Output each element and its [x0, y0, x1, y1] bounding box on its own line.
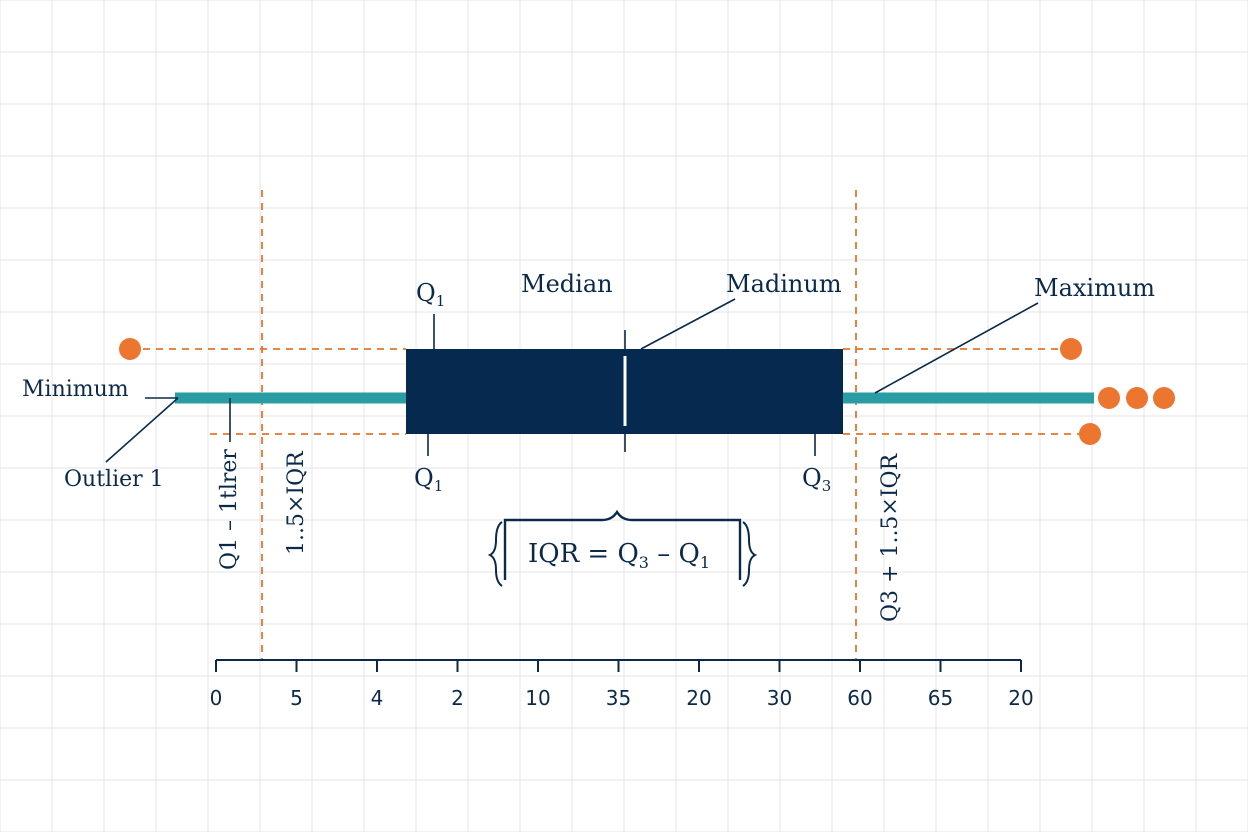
iqr-bracket — [503, 509, 742, 580]
outlier-dot-icon — [1060, 338, 1082, 360]
outlier-dot-icon — [119, 338, 141, 360]
median-label: Median — [521, 270, 613, 298]
outlier-dot-icon — [1153, 387, 1175, 409]
x-axis-tick-label: 0 — [210, 686, 223, 710]
outlier1-leader — [105, 397, 179, 463]
x-axis-tick-label: 60 — [847, 686, 872, 710]
q1-bottom-label: Q1 — [414, 464, 443, 495]
outlier-dot-icon — [1126, 387, 1148, 409]
x-axis-tick-label: 30 — [767, 686, 792, 710]
q3-bottom-label: Q3 — [802, 464, 831, 495]
madinum-leader — [640, 298, 736, 350]
x-axis-tick-label: 2 — [451, 686, 464, 710]
upper-fence-formula-label: Q3 + 1..5×IQR — [878, 452, 903, 622]
outlier-dot-icon — [1098, 387, 1120, 409]
lower-fence-formula-label: Q1 – 1tlrer — [217, 449, 242, 570]
minimum-label: Minimum — [22, 377, 129, 402]
outlier1-label: Outlier 1 — [64, 467, 164, 492]
maximum-label: Maximum — [1034, 274, 1155, 302]
x-axis-ticks: 0 5 4 2 10 35 20 30 60 65 20 — [210, 660, 1034, 710]
x-axis-tick-label: 5 — [290, 686, 303, 710]
x-axis-tick-label: 4 — [371, 686, 384, 710]
x-axis-tick-label: 10 — [525, 686, 550, 710]
x-axis-tick-label: 35 — [606, 686, 631, 710]
lower-fence-iqr-label: 1..5×IQR — [284, 450, 309, 555]
q1-top-label: Q1 — [416, 279, 445, 310]
maximum-leader — [874, 302, 1039, 394]
madinum-label: Madinum — [726, 270, 842, 298]
curly-brace-icon — [742, 521, 758, 587]
outlier-dot-icon — [1079, 423, 1101, 445]
iqr-formula: IQR = Q3 – Q1 — [528, 539, 710, 572]
curly-brace-icon — [487, 521, 503, 587]
x-axis-tick-label: 20 — [686, 686, 711, 710]
x-axis-tick-label: 65 — [928, 686, 953, 710]
x-axis-tick-label: 20 — [1008, 686, 1033, 710]
